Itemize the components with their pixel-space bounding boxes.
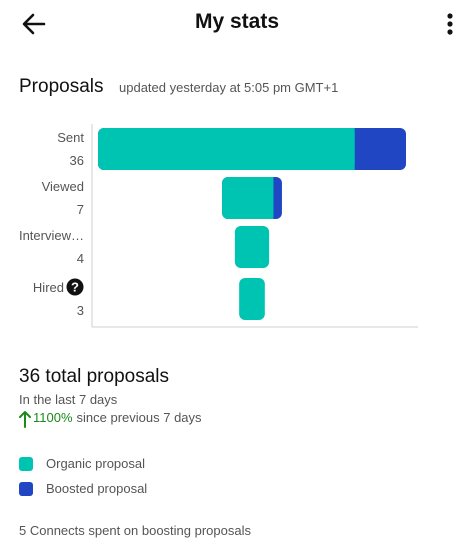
section-title: Proposals bbox=[19, 76, 104, 97]
legend-item-organic: Organic proposal bbox=[19, 455, 145, 473]
bar-organic-2 bbox=[234, 226, 270, 268]
category-value-1: 7 bbox=[77, 202, 84, 217]
change-row: 1100% since previous 7 days bbox=[19, 410, 202, 430]
change-percentage: 1100% bbox=[33, 410, 73, 426]
category-value-0: 36 bbox=[70, 153, 84, 168]
period-label: In the last 7 days bbox=[19, 392, 118, 407]
bar-organic-0 bbox=[98, 128, 355, 170]
back-button[interactable] bbox=[20, 10, 48, 38]
category-label-2: Interview… bbox=[19, 228, 84, 243]
top-bar: My stats bbox=[0, 0, 474, 48]
legend-label-organic: Organic proposal bbox=[46, 456, 145, 472]
question-circle-icon[interactable]: ? bbox=[66, 278, 84, 296]
category-label-1: Viewed bbox=[42, 179, 84, 194]
bar-organic-3 bbox=[239, 278, 265, 320]
legend-swatch-organic bbox=[19, 456, 33, 471]
category-value-3: 3 bbox=[77, 303, 84, 318]
svg-text:?: ? bbox=[71, 280, 79, 295]
more-options-button[interactable] bbox=[440, 10, 460, 38]
change-text: since previous 7 days bbox=[76, 410, 202, 426]
category-label-0: Sent bbox=[57, 130, 84, 145]
legend-label-boosted: Boosted proposal bbox=[46, 481, 148, 497]
legend-swatch-boosted bbox=[19, 481, 33, 496]
more-vertical-icon bbox=[447, 13, 453, 35]
page-title: My stats bbox=[194, 10, 280, 33]
category-label-3: Hired bbox=[33, 280, 64, 295]
bar-organic-edge-0 bbox=[348, 128, 355, 170]
connects-note: 5 Connects spent on boosting proposals bbox=[19, 523, 251, 538]
updated-timestamp: updated yesterday at 5:05 pm GMT+1 bbox=[119, 80, 339, 95]
total-proposals: 36 total proposals bbox=[19, 366, 169, 387]
arrow-left-icon bbox=[22, 13, 46, 35]
bar-organic-1 bbox=[222, 177, 274, 219]
category-value-2: 4 bbox=[77, 251, 84, 266]
arrow-up-icon bbox=[19, 411, 31, 428]
proposals-funnel-chart: Sent 36 Viewed 7 Interview… 4 Hired 3? bbox=[0, 118, 474, 333]
legend-item-boosted: Boosted proposal bbox=[19, 480, 147, 498]
bar-organic-edge-1 bbox=[267, 177, 274, 219]
